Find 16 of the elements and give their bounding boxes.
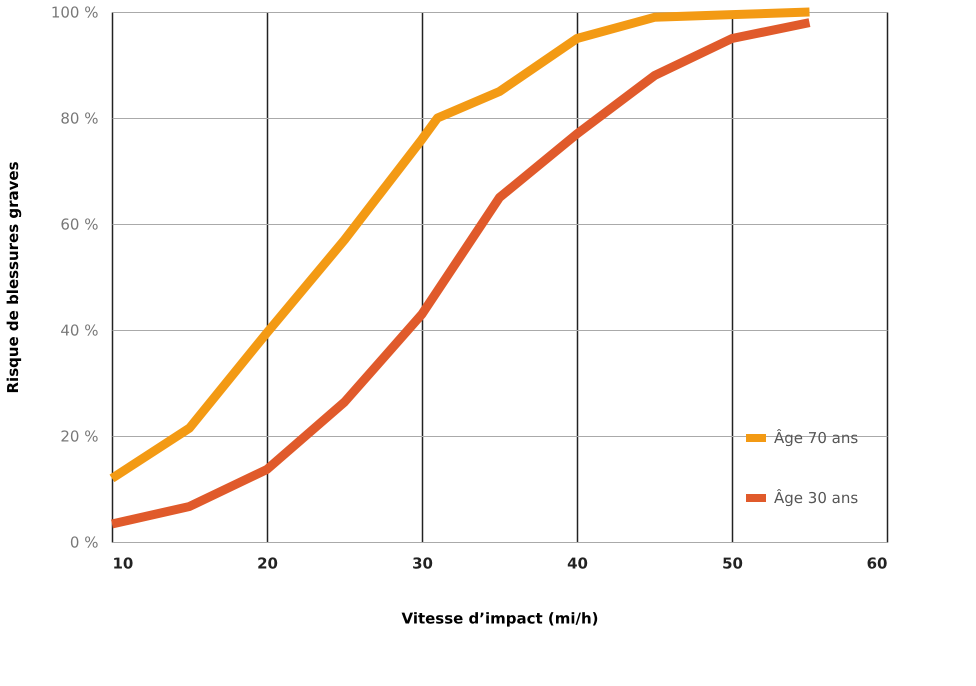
- y-tick-label: 80 %: [60, 110, 98, 128]
- x-tick-label: 20: [257, 554, 278, 572]
- x-axis-title: Vitesse d’impact (mi/h): [401, 610, 599, 628]
- y-tick-label: 20 %: [60, 428, 98, 446]
- y-tick-label: 60 %: [60, 216, 98, 234]
- y-axis-title: Risque de blessures graves: [4, 161, 22, 394]
- legend-label: Âge 30 ans: [774, 489, 858, 507]
- x-tick-label: 40: [567, 554, 588, 572]
- x-tick-label: 50: [722, 554, 743, 572]
- y-tick-label: 0 %: [70, 534, 98, 552]
- y-tick-label: 40 %: [60, 322, 98, 340]
- x-tick-label: 60: [866, 554, 888, 572]
- x-tick-label: 10: [112, 554, 134, 572]
- x-tick-label: 30: [412, 554, 433, 572]
- legend-label: Âge 70 ans: [774, 429, 858, 447]
- y-tick-label: 100 %: [50, 4, 98, 22]
